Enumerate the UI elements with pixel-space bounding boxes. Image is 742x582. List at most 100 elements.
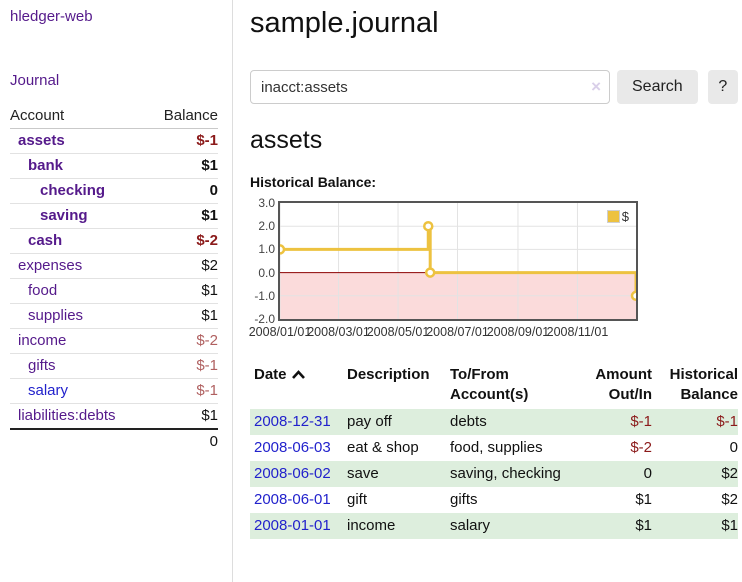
sort-ascending-icon [291,366,306,386]
transaction-amount: $1 [635,517,652,534]
register-header-balance: Historical Balance [669,366,738,403]
account-link-checking[interactable]: checking [40,182,106,199]
transaction-date-link[interactable]: 2008-01-01 [254,517,331,534]
transaction-amount: 0 [643,465,652,482]
chart-legend: $ [606,209,629,224]
brand-link[interactable]: hledger-web [10,8,93,25]
sidebar: hledger-web Journal Account Balance asse… [0,0,233,582]
chart-y-axis-labels: 3.0 2.0 1.0 0.0 -1.0 -2.0 [250,196,275,326]
historical-balance-chart: 3.0 2.0 1.0 0.0 -1.0 -2.0 $ 2008/01/01 2008/03… [249,196,738,341]
search-button[interactable]: Search [617,70,698,104]
account-heading: assets [250,126,323,154]
main-content: sample.journal × Search ? assets Histori… [233,0,742,582]
clear-search-icon[interactable]: × [591,77,601,96]
x-tick-label: 2008/03/01 [307,325,370,339]
legend-label: $ [621,209,629,224]
transaction-balance: $1 [721,517,738,534]
register-row: 2008-01-01 income salary $1 $1 [250,513,738,539]
register-header-description: Description [347,366,430,383]
account-row: salary $-1 [10,378,218,404]
transaction-accounts: debts [450,413,487,430]
account-link-supplies[interactable]: supplies [28,307,84,324]
account-balance: $1 [147,203,218,229]
account-link-assets[interactable]: assets [18,132,65,149]
y-tick-label: -2.0 [254,312,275,326]
help-button[interactable]: ? [707,70,738,104]
account-row: food $1 [10,278,218,304]
accounts-total-value: 0 [147,428,218,454]
account-link-expenses[interactable]: expenses [18,257,83,274]
account-balance: $-1 [147,378,218,404]
register-row: 2008-12-31 pay off debts $-1 $-1 [250,409,738,435]
chart-plot-area: $ [278,201,638,321]
search-input[interactable] [250,70,610,104]
legend-swatch-icon [606,210,620,223]
account-row: bank $1 [10,153,218,179]
account-row: gifts $-1 [10,353,218,379]
x-tick-label: 2008/05/01 [366,325,430,339]
transaction-date-link[interactable]: 2008-06-01 [254,491,331,508]
account-row: supplies $1 [10,303,218,329]
account-row: expenses $2 [10,253,218,279]
account-link-saving[interactable]: saving [40,207,88,224]
chart-section-label: Historical Balance: [250,174,377,190]
transaction-description: eat & shop [347,439,419,456]
transaction-date-link[interactable]: 2008-06-03 [254,439,331,456]
account-link-salary[interactable]: salary [28,382,69,399]
search-form: × Search ? [250,70,738,104]
register-header-amount: Amount Out/In [595,366,652,403]
register-header-accounts: To/From Account(s) [450,366,529,403]
transaction-balance: 0 [729,439,738,456]
account-row: liabilities:debts $1 [10,403,218,429]
account-link-income[interactable]: income [18,332,67,349]
account-link-bank[interactable]: bank [28,157,64,174]
transaction-description: save [347,465,379,482]
accounts-header-account: Account [10,105,148,129]
account-balance: $1 [147,403,218,429]
account-row: cash $-2 [10,228,218,254]
transaction-accounts: food, supplies [450,439,543,456]
x-tick-label: 2008/09/01 [486,325,550,339]
y-tick-label: -1.0 [254,288,275,303]
account-balance: $1 [147,303,218,329]
page-title: sample.journal [250,7,439,39]
transaction-balance: $2 [721,465,738,482]
transaction-amount: $-1 [630,413,652,430]
account-link-liabilities-debts[interactable]: liabilities:debts [18,407,116,424]
transaction-accounts: gifts [450,491,478,508]
register-row: 2008-06-03 eat & shop food, supplies $-2 0 [250,435,738,461]
x-tick-label: 2008/07/01 [426,325,489,339]
y-tick-label: 0.0 [258,265,275,280]
transaction-accounts: saving, checking [450,465,561,482]
transaction-description: gift [347,491,368,508]
y-tick-label: 2.0 [258,219,275,234]
transaction-date-link[interactable]: 2008-06-02 [254,465,331,482]
register-header-date[interactable]: Date [250,361,347,409]
account-balance: 0 [147,178,218,204]
register-row: 2008-06-02 save saving, checking 0 $2 [250,461,738,487]
transaction-description: pay off [347,413,392,430]
account-balance: $-1 [147,353,218,379]
transaction-accounts: salary [450,517,491,534]
chart-x-axis-labels: 2008/01/01 2008/03/01 2008/05/01 2008/07/01… [249,325,640,341]
register-table: Date Description To/From Account(s) Amou… [250,361,738,539]
x-tick-label: 2008/11/01 [546,325,609,339]
transaction-balance: $2 [721,491,738,508]
account-row: saving $1 [10,203,218,229]
y-tick-label: 3.0 [258,196,275,210]
account-balance: $-1 [196,132,218,149]
sidebar-item-journal[interactable]: Journal [10,72,60,89]
x-tick-label: 2008/01/01 [248,325,312,339]
account-link-gifts[interactable]: gifts [28,357,56,374]
register-row: 2008-06-01 gift gifts $1 $2 [250,487,738,513]
chart-canvas [280,203,636,319]
account-link-cash[interactable]: cash [28,232,63,249]
transaction-balance: $-1 [716,413,738,430]
account-balance: $1 [147,153,218,179]
account-row: income $-2 [10,328,218,354]
transaction-amount: $1 [635,491,652,508]
transaction-date-link[interactable]: 2008-12-31 [254,413,331,430]
account-link-food[interactable]: food [28,282,58,299]
account-balance: $-2 [147,228,218,254]
